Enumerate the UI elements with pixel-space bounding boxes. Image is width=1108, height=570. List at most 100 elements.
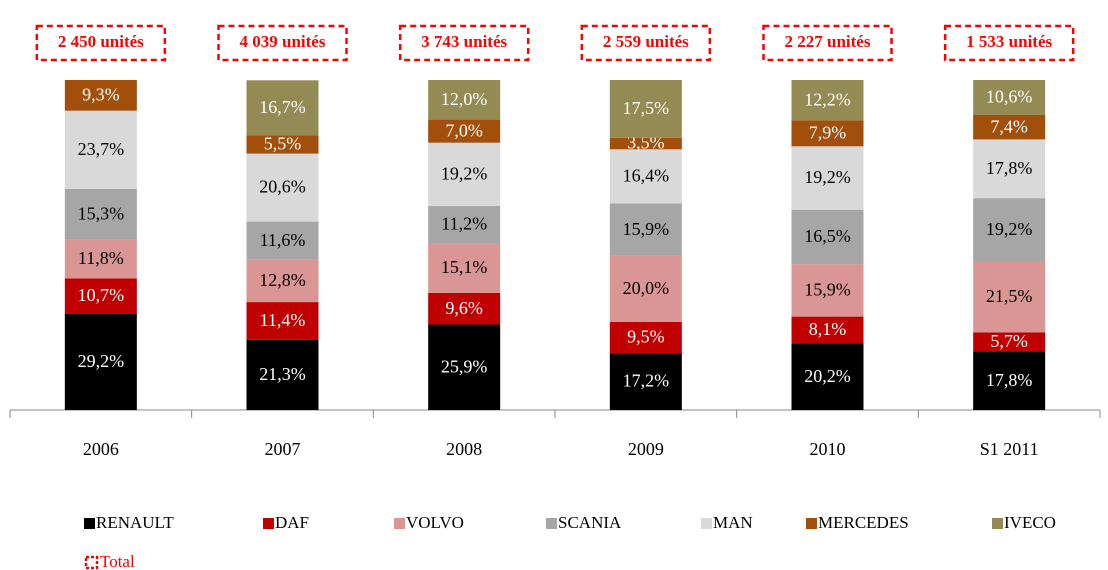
value-label: 23,7% <box>78 139 125 159</box>
bar-segment <box>609 80 682 138</box>
bar-segment <box>428 119 501 143</box>
bar-segment <box>973 139 1046 199</box>
value-label: 12,2% <box>804 89 851 109</box>
value-label: 7,0% <box>445 120 483 140</box>
bar-segment <box>609 321 682 354</box>
value-label: 11,2% <box>441 214 487 234</box>
legend-swatch <box>84 518 95 529</box>
legend-swatch <box>394 518 405 529</box>
bar-segment <box>246 135 319 154</box>
value-label: 12,0% <box>441 89 488 109</box>
bar-segment <box>64 188 137 240</box>
total-label: 1 533 unités <box>966 32 1052 51</box>
bar-segment <box>973 80 1046 115</box>
value-label: 11,8% <box>78 248 124 268</box>
bar-segment <box>609 149 682 204</box>
legend-label: MAN <box>713 513 753 532</box>
value-label: 15,3% <box>78 203 125 223</box>
value-label: 7,9% <box>809 122 847 142</box>
x-tick-label: 2008 <box>446 439 482 459</box>
bar-segment <box>428 324 501 410</box>
legend-label: IVECO <box>1004 513 1056 532</box>
bar-segment <box>973 261 1046 333</box>
value-label: 9,3% <box>82 84 120 104</box>
legend-swatch <box>84 555 99 570</box>
bar-segment <box>246 80 319 136</box>
bar-segment <box>246 259 319 303</box>
legend-swatch <box>806 518 817 529</box>
bar-segment <box>64 239 137 279</box>
bar-segment <box>609 203 682 256</box>
value-label: 5,7% <box>990 331 1028 351</box>
value-label: 11,6% <box>260 230 306 250</box>
value-label: 12,8% <box>259 270 306 290</box>
value-label: 5,5% <box>264 134 302 154</box>
legend-label: RENAULT <box>96 513 174 532</box>
value-label: 15,9% <box>804 280 851 300</box>
value-label: 15,9% <box>623 219 670 239</box>
value-label: 21,3% <box>259 364 306 384</box>
value-label: 17,8% <box>986 158 1033 178</box>
bar-segment <box>973 114 1046 140</box>
total-label: 2 227 unités <box>785 32 871 51</box>
bar-segment <box>791 146 864 210</box>
x-tick-label: 2010 <box>810 439 846 459</box>
bar-segment <box>791 209 864 265</box>
bar-segment <box>609 255 682 322</box>
bar-segment <box>64 110 137 189</box>
value-label: 25,9% <box>441 356 488 376</box>
total-box <box>762 24 893 62</box>
value-label: 20,0% <box>623 278 670 298</box>
legend-label: VOLVO <box>406 513 464 532</box>
legend-label: Total <box>100 552 135 570</box>
legend-label: DAF <box>275 513 309 532</box>
value-label: 9,5% <box>627 327 665 347</box>
value-label: 17,8% <box>986 370 1033 390</box>
total-label: 2 559 unités <box>603 32 689 51</box>
x-tick-label: 2007 <box>265 439 301 459</box>
legend-label: SCANIA <box>558 513 622 532</box>
value-label: 10,7% <box>78 285 125 305</box>
bar-segment <box>64 313 137 410</box>
bar-segment <box>791 264 864 317</box>
bar-segment <box>246 302 319 340</box>
value-label: 20,2% <box>804 366 851 386</box>
bar-segment <box>791 80 864 121</box>
legend-swatch <box>992 518 1003 529</box>
x-tick-label: 2006 <box>83 439 119 459</box>
value-label: 15,1% <box>441 257 488 277</box>
bar-segment <box>246 221 319 260</box>
value-label: 19,2% <box>804 167 851 187</box>
bar-segment <box>609 137 682 150</box>
bar-segment <box>246 153 319 222</box>
bar-segment <box>428 206 501 244</box>
total-box <box>35 24 167 62</box>
bar-segment <box>973 351 1046 410</box>
total-label: 2 450 unités <box>58 32 144 51</box>
bar-segment <box>428 292 501 325</box>
total-box <box>217 24 348 62</box>
x-tick-label: S1 2011 <box>980 439 1039 459</box>
total-box <box>580 24 712 62</box>
value-label: 29,2% <box>78 351 125 371</box>
total-label: 3 743 unités <box>421 32 507 51</box>
bar-segment <box>64 278 137 314</box>
value-label: 20,6% <box>259 177 306 197</box>
value-label: 9,6% <box>445 298 483 318</box>
bar-segment <box>428 142 501 207</box>
legend-label: MERCEDES <box>818 513 909 532</box>
value-label: 17,5% <box>623 98 670 118</box>
total-box <box>943 24 1075 62</box>
bar-segment <box>428 243 501 293</box>
value-label: 7,4% <box>990 116 1028 136</box>
bar-segment <box>609 353 682 410</box>
value-label: 11,4% <box>260 310 306 330</box>
legend-swatch <box>546 518 557 529</box>
legend-swatch <box>263 518 274 529</box>
value-label: 16,5% <box>804 226 851 246</box>
bar-segment <box>791 316 864 344</box>
legend-swatch <box>701 518 712 529</box>
bar-segment <box>64 80 137 111</box>
value-label: 19,2% <box>986 219 1033 239</box>
